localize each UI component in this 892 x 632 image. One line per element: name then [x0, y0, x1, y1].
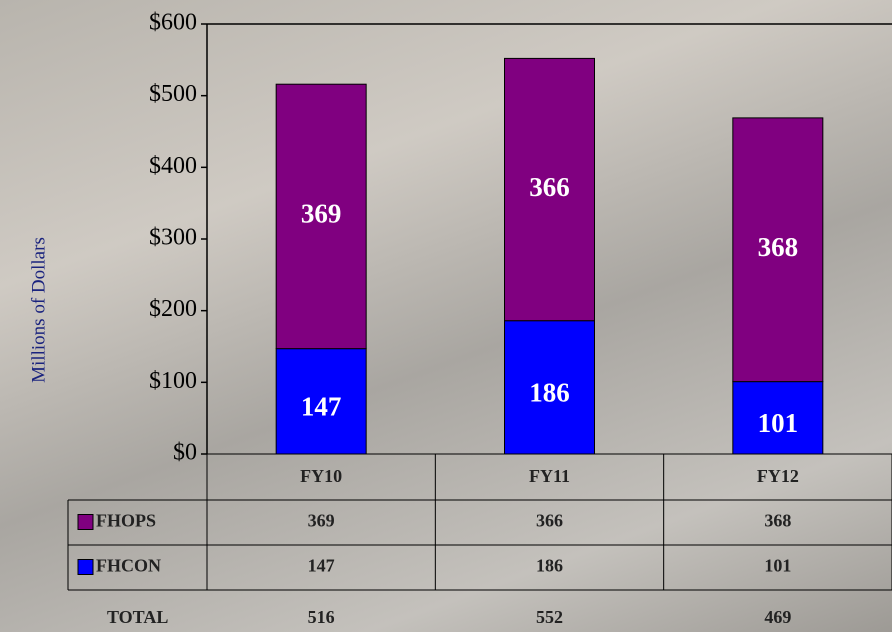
data-label: 101 [758, 408, 799, 438]
total-value: 516 [308, 607, 335, 627]
table-value: 368 [764, 511, 791, 531]
y-tick-label: $300 [149, 225, 197, 251]
data-label: 186 [529, 378, 570, 408]
y-axis-label: Millions of Dollars [28, 237, 49, 383]
y-tick-label: $600 [149, 10, 197, 36]
x-tick-label: FY10 [300, 466, 342, 486]
legend-key [78, 515, 93, 530]
y-tick-label: $500 [149, 81, 197, 107]
table-value: 369 [308, 511, 335, 531]
y-tick-label: $100 [149, 368, 197, 394]
data-label: 147 [301, 392, 342, 422]
y-tick-label: $200 [149, 296, 197, 322]
data-label: 366 [529, 172, 570, 202]
table-value: 366 [536, 511, 563, 531]
total-label: TOTAL [107, 607, 168, 627]
x-tick-label: FY12 [757, 466, 799, 486]
legend-label: FHCON [96, 556, 161, 576]
x-tick-label: FY11 [529, 466, 570, 486]
chart: Millions of Dollars $0 $100 $200 $300 $400 $5… [0, 0, 892, 632]
legend-key [78, 560, 93, 575]
table-value: 101 [764, 556, 791, 576]
total-value: 469 [764, 607, 791, 627]
total-value: 552 [536, 607, 563, 627]
data-label: 368 [758, 232, 799, 262]
data-label: 369 [301, 199, 342, 229]
y-tick-label: $0 [173, 440, 197, 466]
table-value: 186 [536, 556, 563, 576]
y-tick-label: $400 [149, 153, 197, 179]
legend-label: FHOPS [96, 511, 156, 531]
table-value: 147 [308, 556, 335, 576]
